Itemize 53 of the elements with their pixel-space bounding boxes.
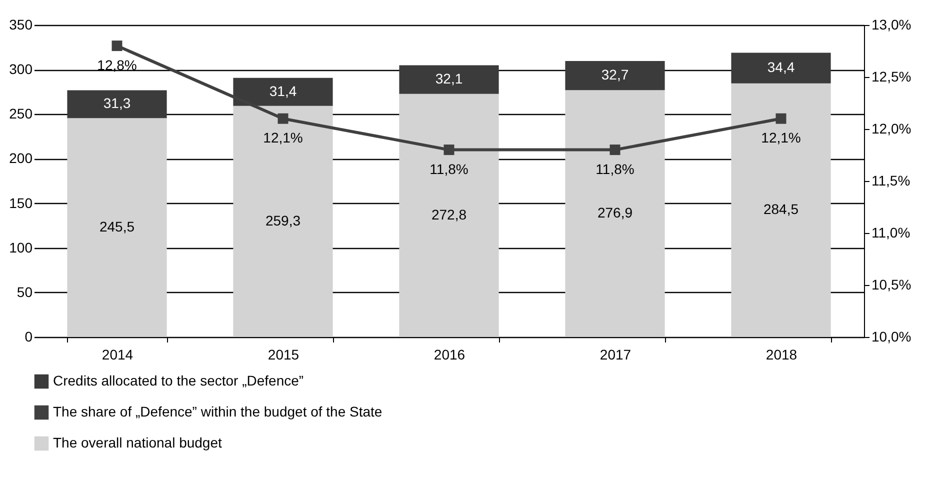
data-label: 276,9 (597, 204, 633, 221)
bar (731, 52, 831, 84)
data-label: 12,1% (263, 130, 303, 146)
bar (233, 106, 333, 337)
y-tick-label: 150 (9, 194, 33, 211)
x-tick-label: 2017 (600, 346, 632, 362)
bar (731, 83, 831, 337)
data-label: 11,8% (596, 160, 634, 177)
data-label: 32,1 (435, 70, 463, 87)
point (610, 144, 620, 156)
y2-tick-label: 11,5% (872, 172, 910, 188)
data-label: 32,7 (601, 66, 629, 83)
data-label: 34,4 (767, 59, 795, 76)
bar (565, 61, 665, 90)
y2-tick-label: 11,0% (872, 224, 910, 240)
data-label: 259,3 (265, 212, 301, 228)
y2-tick-label: 10,0% (872, 328, 912, 344)
y-tick-label: 250 (9, 106, 33, 122)
bar (565, 90, 665, 337)
y2-tick-label: 10,5% (872, 276, 912, 292)
y-tick-label: 0 (24, 328, 33, 344)
y-tick-label: 350 (9, 16, 33, 32)
x-tick-label: 2014 (102, 346, 134, 362)
y-tick-label: 200 (9, 150, 33, 166)
data-label: 272,8 (431, 206, 467, 222)
point (776, 113, 786, 124)
x-tick-label: 2016 (434, 346, 466, 362)
y-tick-label: 50 (16, 284, 33, 300)
data-label: 245,5 (99, 218, 135, 235)
y-tick-label: 100 (9, 239, 33, 256)
data-label: 31,3 (103, 95, 131, 112)
legend-label: The overall national budget (53, 434, 222, 450)
x-tick-label: 2018 (766, 346, 798, 362)
bar (399, 94, 499, 337)
legend-label: Credits allocated to the sector „Defence” (53, 372, 304, 388)
point (278, 113, 288, 124)
y-tick-label: 300 (9, 61, 33, 78)
y2-tick-label: 13,0% (872, 16, 912, 32)
data-label: 12,1% (761, 130, 801, 146)
data-label: 12,8% (97, 56, 137, 73)
y2-tick-label: 12,5% (872, 68, 912, 84)
data-label: 31,4 (269, 82, 297, 99)
point (444, 144, 454, 156)
point (112, 40, 122, 52)
data-label: 11,8% (430, 160, 468, 177)
data-label: 284,5 (763, 201, 799, 218)
bar (67, 118, 167, 337)
bar (67, 90, 167, 118)
legend-label: The share of „Defence” within the budget of the State (53, 404, 382, 420)
y2-tick-label: 12,0% (872, 120, 912, 136)
bar (233, 78, 333, 106)
bar (399, 65, 499, 94)
x-tick-label: 2015 (268, 346, 300, 362)
